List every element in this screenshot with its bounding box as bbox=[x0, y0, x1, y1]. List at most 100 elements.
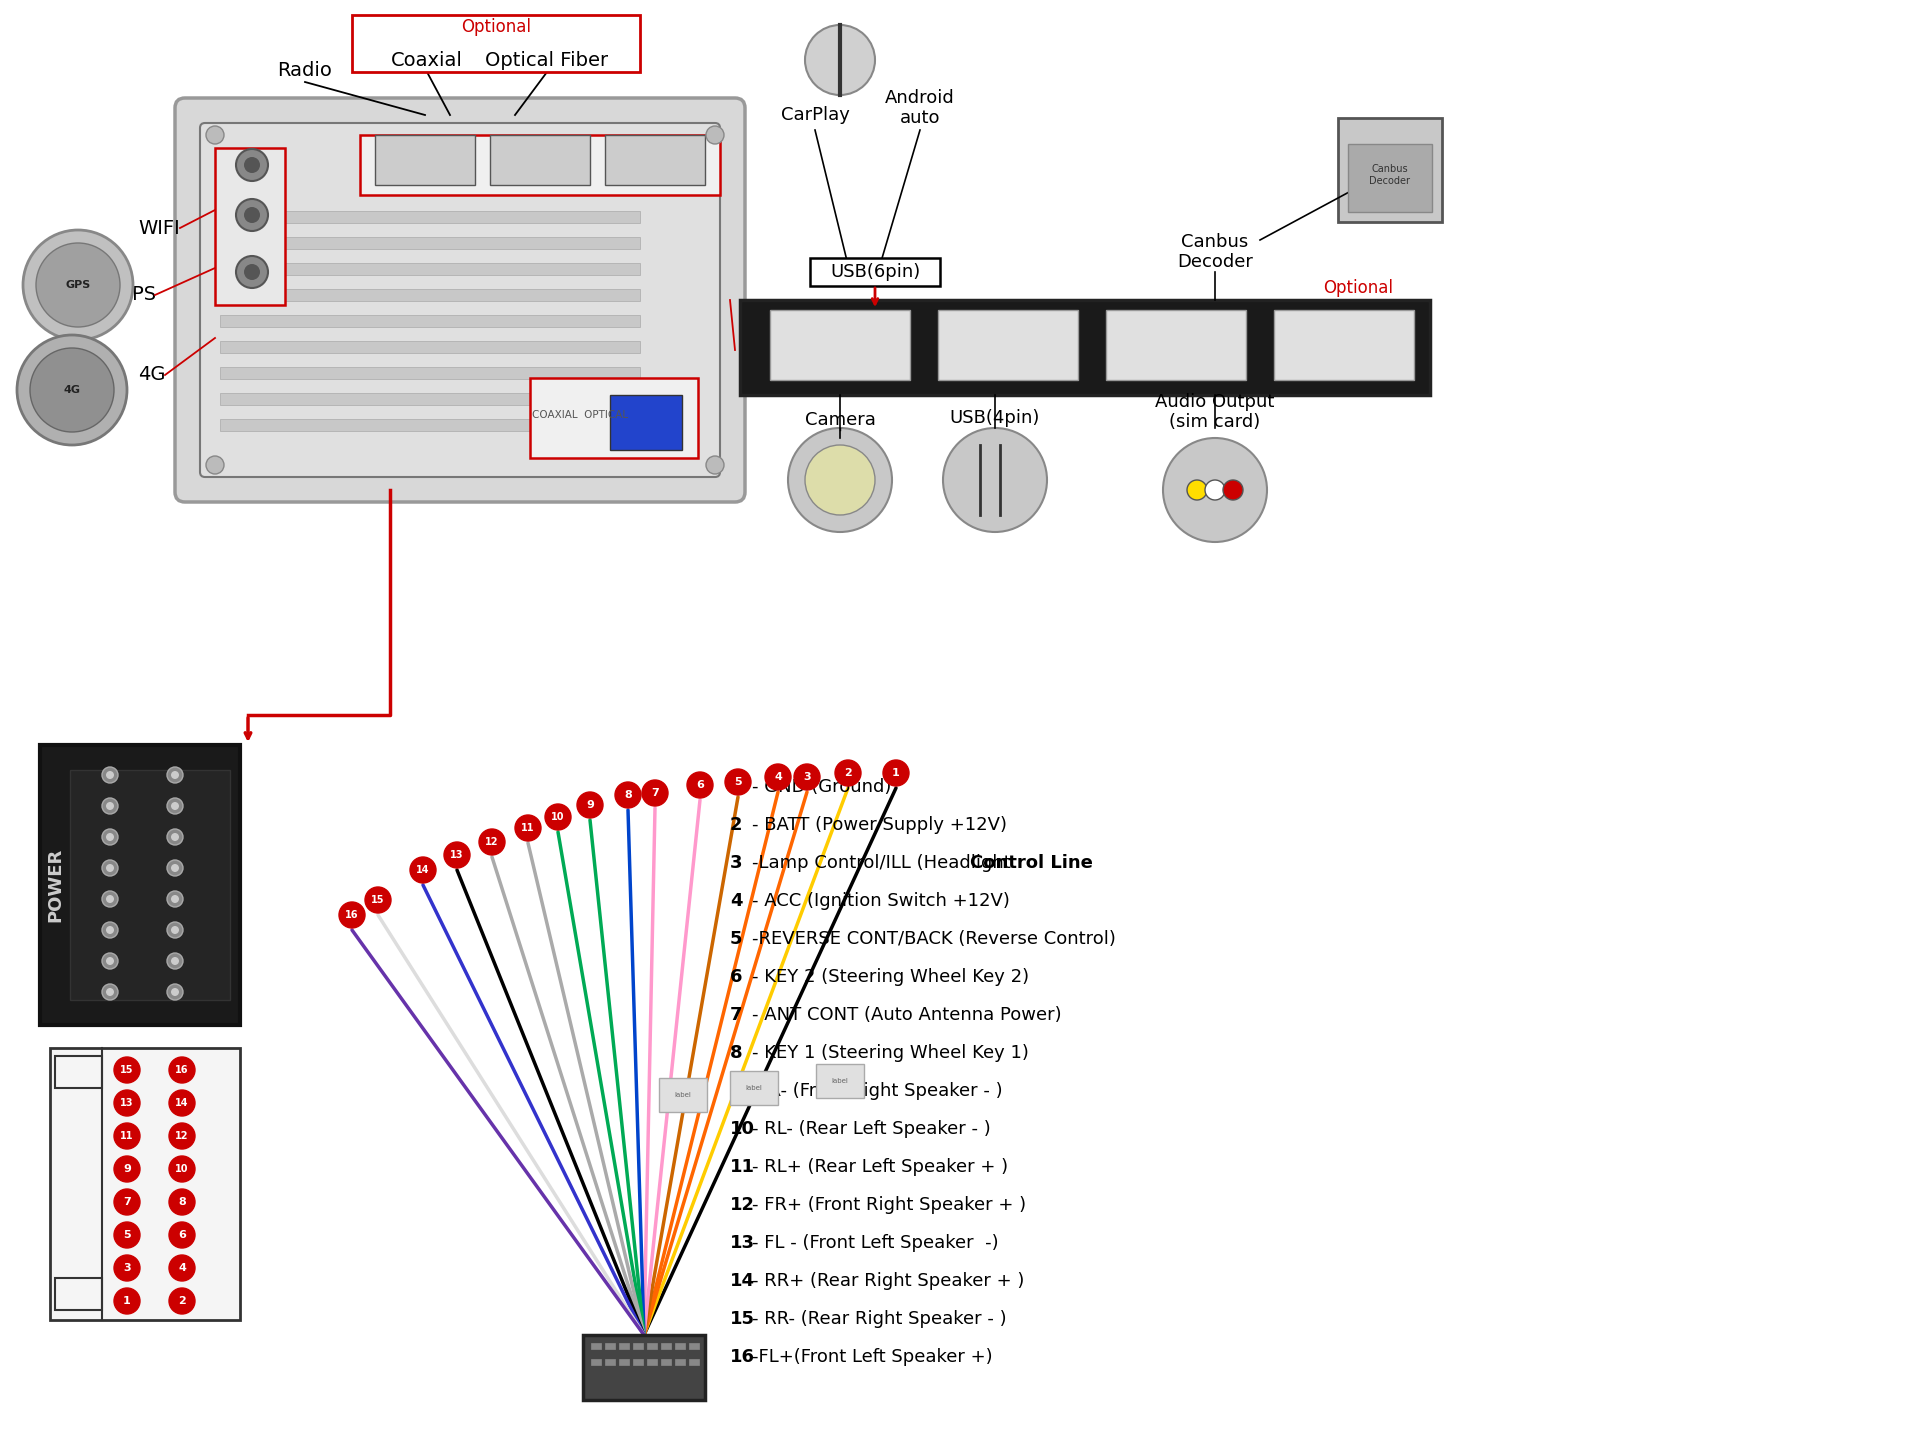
Text: -FR- (Front Right Speaker - ): -FR- (Front Right Speaker - ) bbox=[753, 1082, 1002, 1099]
Circle shape bbox=[236, 149, 269, 181]
Circle shape bbox=[804, 24, 876, 95]
Circle shape bbox=[244, 264, 259, 280]
Circle shape bbox=[113, 1091, 140, 1117]
Circle shape bbox=[23, 230, 132, 341]
Text: - RL+ (Rear Left Speaker + ): - RL+ (Rear Left Speaker + ) bbox=[753, 1158, 1008, 1175]
Circle shape bbox=[113, 1058, 140, 1083]
Circle shape bbox=[167, 923, 182, 938]
Text: 9: 9 bbox=[123, 1164, 131, 1174]
Text: 10: 10 bbox=[551, 812, 564, 822]
Circle shape bbox=[106, 989, 113, 996]
Text: - RR- (Rear Right Speaker - ): - RR- (Rear Right Speaker - ) bbox=[753, 1311, 1006, 1328]
Bar bbox=[634, 1359, 643, 1365]
Circle shape bbox=[236, 198, 269, 231]
Text: 7: 7 bbox=[651, 787, 659, 798]
Circle shape bbox=[167, 829, 182, 845]
Circle shape bbox=[106, 833, 113, 841]
FancyBboxPatch shape bbox=[659, 1078, 707, 1112]
Circle shape bbox=[236, 256, 269, 287]
Text: 3: 3 bbox=[123, 1263, 131, 1273]
Circle shape bbox=[106, 895, 113, 902]
Bar bbox=[56, 1277, 102, 1311]
Circle shape bbox=[169, 1155, 196, 1183]
Circle shape bbox=[102, 953, 117, 969]
Circle shape bbox=[171, 772, 179, 779]
Text: 8: 8 bbox=[730, 1045, 743, 1062]
Bar bbox=[605, 135, 705, 185]
Circle shape bbox=[102, 859, 117, 877]
Circle shape bbox=[102, 829, 117, 845]
Text: 15: 15 bbox=[730, 1311, 755, 1328]
Text: 12: 12 bbox=[175, 1131, 188, 1141]
FancyBboxPatch shape bbox=[730, 1071, 778, 1105]
Text: 4: 4 bbox=[179, 1263, 186, 1273]
Bar bbox=[221, 211, 639, 223]
FancyBboxPatch shape bbox=[200, 124, 720, 477]
Circle shape bbox=[102, 984, 117, 1000]
Bar bbox=[611, 395, 682, 450]
Bar bbox=[69, 770, 230, 1000]
Text: 6: 6 bbox=[730, 969, 743, 986]
Text: Optional: Optional bbox=[461, 19, 532, 36]
Text: COAXIAL  OPTICAL: COAXIAL OPTICAL bbox=[532, 410, 628, 420]
Circle shape bbox=[444, 842, 470, 868]
Bar bbox=[40, 744, 240, 1025]
Circle shape bbox=[411, 856, 436, 882]
Text: 11: 11 bbox=[520, 823, 536, 833]
Bar bbox=[689, 1359, 699, 1365]
Text: 5: 5 bbox=[123, 1230, 131, 1240]
Text: 5: 5 bbox=[730, 930, 743, 948]
Bar bbox=[591, 1344, 601, 1349]
Bar bbox=[221, 420, 639, 431]
Text: - ANT CONT (Auto Antenna Power): - ANT CONT (Auto Antenna Power) bbox=[753, 1006, 1062, 1025]
Text: - KEY 1 (Steering Wheel Key 1): - KEY 1 (Steering Wheel Key 1) bbox=[753, 1045, 1029, 1062]
Bar bbox=[618, 1359, 630, 1365]
Bar bbox=[634, 1344, 643, 1349]
Bar bbox=[605, 1359, 614, 1365]
Text: 16: 16 bbox=[730, 1348, 755, 1367]
Circle shape bbox=[113, 1288, 140, 1313]
Circle shape bbox=[169, 1255, 196, 1280]
Bar bbox=[221, 237, 639, 249]
Circle shape bbox=[102, 798, 117, 813]
Text: label: label bbox=[831, 1078, 849, 1083]
Circle shape bbox=[244, 157, 259, 172]
Bar bbox=[221, 289, 639, 300]
Bar bbox=[374, 135, 474, 185]
Text: 1: 1 bbox=[730, 777, 743, 796]
Bar bbox=[221, 392, 639, 405]
Text: -FL+(Front Left Speaker +): -FL+(Front Left Speaker +) bbox=[753, 1348, 993, 1367]
Bar bbox=[584, 1335, 705, 1400]
Circle shape bbox=[764, 764, 791, 790]
Bar bbox=[490, 135, 589, 185]
Circle shape bbox=[167, 891, 182, 907]
Circle shape bbox=[171, 989, 179, 996]
Text: - KEY 2 (Steering Wheel Key 2): - KEY 2 (Steering Wheel Key 2) bbox=[753, 969, 1029, 986]
Text: 2: 2 bbox=[845, 767, 852, 777]
Text: 9: 9 bbox=[730, 1082, 743, 1099]
Circle shape bbox=[167, 953, 182, 969]
Text: label: label bbox=[745, 1085, 762, 1091]
Text: 6: 6 bbox=[697, 780, 705, 790]
Text: Control Line: Control Line bbox=[970, 854, 1092, 872]
Circle shape bbox=[171, 802, 179, 810]
Text: 4G: 4G bbox=[138, 365, 165, 385]
Bar bbox=[221, 263, 639, 274]
Bar bbox=[618, 1344, 630, 1349]
Circle shape bbox=[106, 925, 113, 934]
Circle shape bbox=[726, 769, 751, 795]
Circle shape bbox=[167, 984, 182, 1000]
Circle shape bbox=[804, 445, 876, 514]
Bar bbox=[361, 135, 720, 195]
Circle shape bbox=[171, 957, 179, 966]
Text: 1: 1 bbox=[893, 767, 900, 777]
Text: 8: 8 bbox=[624, 790, 632, 800]
Circle shape bbox=[205, 456, 225, 474]
Circle shape bbox=[113, 1221, 140, 1247]
Text: 10: 10 bbox=[730, 1119, 755, 1138]
Circle shape bbox=[36, 243, 119, 328]
Circle shape bbox=[171, 925, 179, 934]
Bar bbox=[647, 1359, 657, 1365]
Text: Optional: Optional bbox=[1323, 279, 1394, 297]
Text: - FL - (Front Left Speaker  -): - FL - (Front Left Speaker -) bbox=[753, 1234, 998, 1252]
